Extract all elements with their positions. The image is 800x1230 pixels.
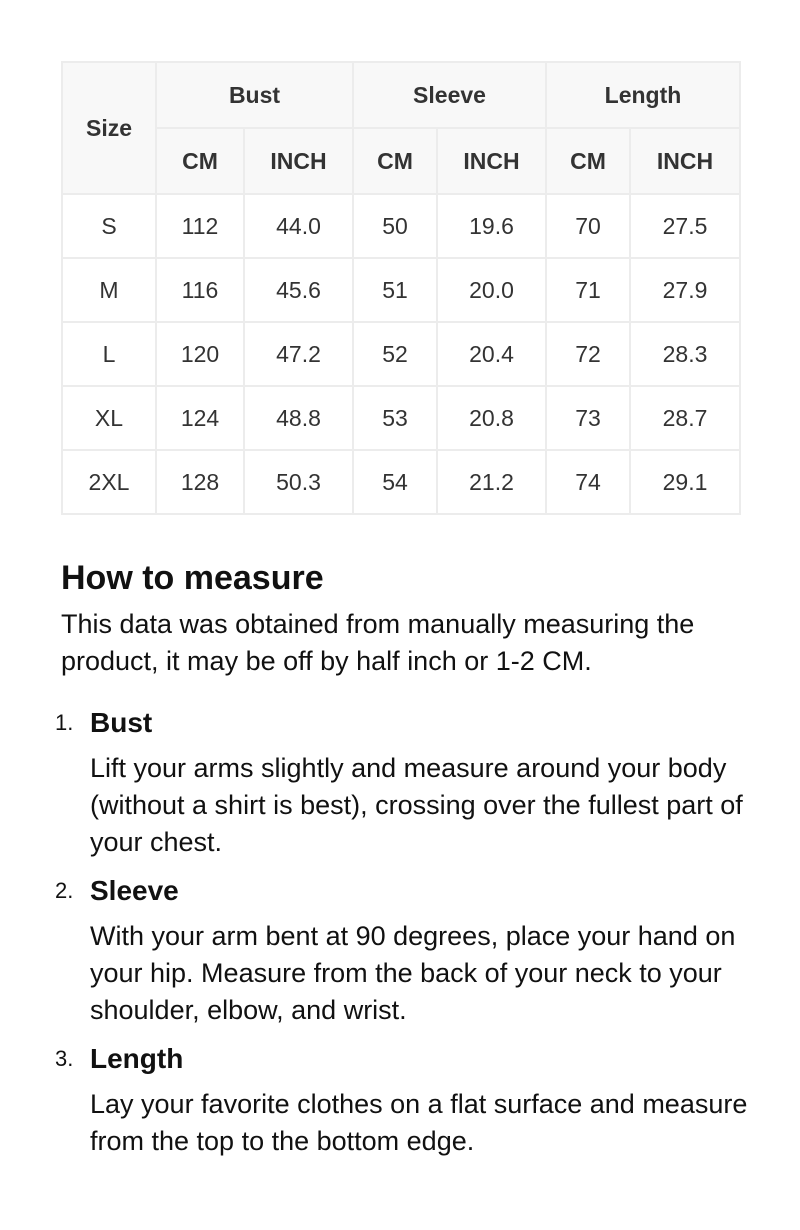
length-header: Length [545, 61, 741, 129]
size-cell: XL [61, 385, 157, 451]
value-cell: 73 [545, 385, 631, 451]
value-cell: 45.6 [243, 257, 354, 323]
value-cell: 51 [352, 257, 438, 323]
value-cell: 53 [352, 385, 438, 451]
table-row: XL 124 48.8 53 20.8 73 28.7 [61, 385, 741, 451]
value-cell: 44.0 [243, 193, 354, 259]
value-cell: 47.2 [243, 321, 354, 387]
item-description: With your arm bent at 90 degrees, place … [90, 921, 736, 1025]
value-cell: 116 [155, 257, 245, 323]
item-number: 3. [55, 1046, 74, 1071]
value-cell: 27.9 [629, 257, 741, 323]
value-cell: 50 [352, 193, 438, 259]
how-to-measure-section: How to measure This data was obtained fr… [55, 556, 751, 1173]
unit-header: INCH [436, 127, 547, 195]
list-item-bust: 1. Bust Lift your arms slightly and meas… [55, 706, 751, 861]
item-description: Lift your arms slightly and measure arou… [90, 753, 743, 857]
value-cell: 50.3 [243, 449, 354, 515]
value-cell: 21.2 [436, 449, 547, 515]
item-title: Length [90, 1043, 184, 1074]
item-number: 1. [55, 710, 74, 735]
value-cell: 112 [155, 193, 245, 259]
unit-header: CM [352, 127, 438, 195]
size-cell: L [61, 321, 157, 387]
table-row: L 120 47.2 52 20.4 72 28.3 [61, 321, 741, 387]
value-cell: 20.0 [436, 257, 547, 323]
value-cell: 124 [155, 385, 245, 451]
value-cell: 52 [352, 321, 438, 387]
value-cell: 70 [545, 193, 631, 259]
list-item-sleeve: 2. Sleeve With your arm bent at 90 degre… [55, 874, 751, 1029]
size-cell: 2XL [61, 449, 157, 515]
unit-header: INCH [243, 127, 354, 195]
value-cell: 29.1 [629, 449, 741, 515]
table-row: M 116 45.6 51 20.0 71 27.9 [61, 257, 741, 323]
size-cell: M [61, 257, 157, 323]
unit-header: CM [545, 127, 631, 195]
value-cell: 48.8 [243, 385, 354, 451]
value-cell: 27.5 [629, 193, 741, 259]
size-header: Size [61, 61, 157, 195]
item-description: Lay your favorite clothes on a flat surf… [90, 1089, 748, 1156]
value-cell: 20.4 [436, 321, 547, 387]
item-title: Sleeve [90, 875, 179, 906]
item-number: 2. [55, 878, 74, 903]
intro-text: This data was obtained from manually mea… [61, 609, 695, 676]
unit-header: CM [155, 127, 245, 195]
size-chart-table: Size Bust Sleeve Length CM INCH CM INCH … [61, 61, 741, 515]
value-cell: 28.7 [629, 385, 741, 451]
size-cell: S [61, 193, 157, 259]
bust-header: Bust [155, 61, 354, 129]
item-title: Bust [90, 707, 153, 738]
value-cell: 71 [545, 257, 631, 323]
table-row: S 112 44.0 50 19.6 70 27.5 [61, 193, 741, 259]
table-row: 2XL 128 50.3 54 21.2 74 29.1 [61, 449, 741, 515]
value-cell: 74 [545, 449, 631, 515]
value-cell: 72 [545, 321, 631, 387]
measure-list: 1. Bust Lift your arms slightly and meas… [55, 706, 751, 1160]
unit-header: INCH [629, 127, 741, 195]
value-cell: 19.6 [436, 193, 547, 259]
section-title: How to measure [61, 559, 324, 597]
value-cell: 128 [155, 449, 245, 515]
sleeve-header: Sleeve [352, 61, 547, 129]
value-cell: 20.8 [436, 385, 547, 451]
value-cell: 54 [352, 449, 438, 515]
value-cell: 120 [155, 321, 245, 387]
list-item-length: 3. Length Lay your favorite clothes on a… [55, 1042, 751, 1160]
value-cell: 28.3 [629, 321, 741, 387]
